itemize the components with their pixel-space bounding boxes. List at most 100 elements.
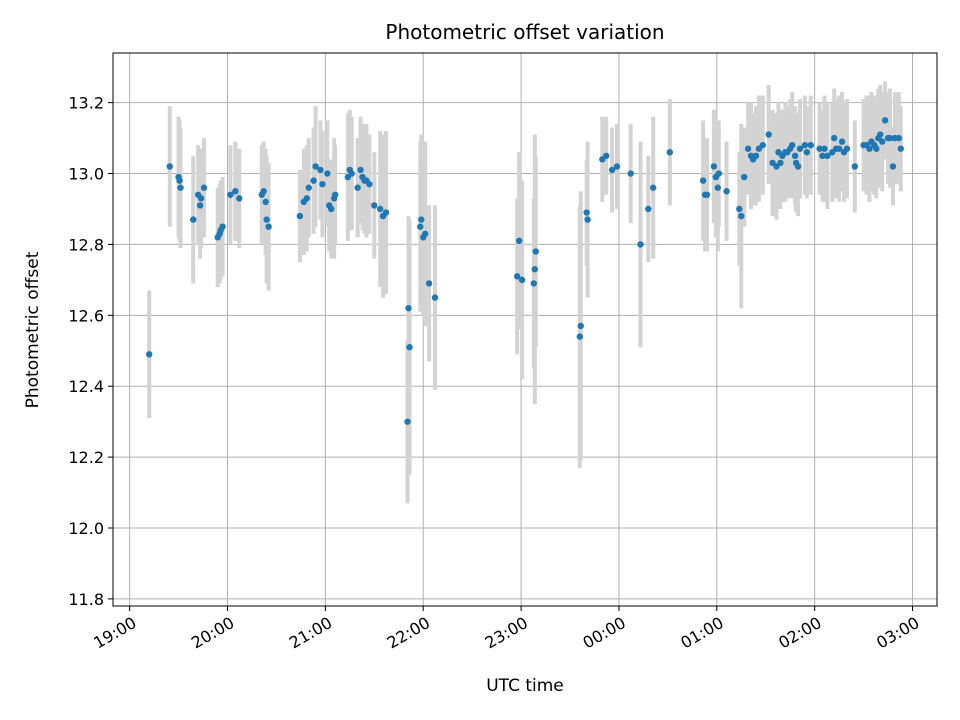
data-point — [881, 117, 889, 124]
data-point — [196, 202, 204, 209]
data-point — [584, 216, 591, 223]
data-point — [515, 237, 523, 245]
data-point — [357, 166, 364, 174]
data-point — [777, 159, 784, 167]
data-point — [637, 241, 644, 248]
data-point — [262, 198, 269, 206]
data-point — [324, 170, 331, 177]
data-point — [794, 163, 802, 170]
data-point — [376, 205, 384, 213]
data-point — [146, 351, 153, 358]
data-point — [227, 191, 234, 198]
data-point — [608, 166, 616, 174]
data-point — [371, 202, 378, 209]
data-point — [425, 280, 433, 287]
data-point — [723, 188, 730, 195]
data-point — [843, 145, 851, 152]
data-point — [405, 305, 412, 312]
data-point — [714, 184, 721, 191]
data-point — [765, 131, 772, 138]
y-axis: 11.8 12.0 12.2 12.4 12.6 12.8 13.0 13.2 — [68, 94, 113, 609]
data-point — [886, 134, 894, 142]
data-point — [176, 177, 183, 184]
data-point — [835, 145, 843, 152]
data-point — [532, 248, 539, 255]
data-point — [348, 170, 355, 177]
data-point — [788, 141, 796, 149]
data-point — [715, 170, 722, 177]
data-point — [197, 195, 205, 202]
data-point — [328, 205, 335, 213]
data-point — [736, 205, 743, 213]
data-point — [710, 163, 718, 170]
data-point — [354, 184, 361, 191]
data-point — [417, 223, 424, 230]
data-point — [666, 149, 674, 156]
data-point — [219, 223, 226, 230]
data-point — [296, 212, 304, 220]
data-point — [627, 170, 634, 177]
data-point — [831, 134, 838, 142]
data-point — [807, 141, 814, 149]
data-point — [801, 141, 809, 149]
data-point — [310, 177, 317, 184]
data-point — [518, 276, 526, 284]
data-point — [404, 418, 411, 425]
data-point — [759, 141, 767, 149]
data-point — [431, 294, 439, 301]
data-point — [265, 223, 272, 230]
data-point — [312, 163, 319, 170]
data-point — [366, 180, 373, 188]
data-point — [331, 191, 339, 198]
data-point — [576, 333, 584, 340]
data-point — [613, 163, 621, 170]
y-tick-label: 13.0 — [68, 165, 104, 184]
data-point — [190, 216, 197, 223]
plot-area-frame — [112, 52, 938, 607]
data-point — [791, 152, 799, 160]
data-point — [796, 145, 804, 152]
data-point — [878, 138, 886, 145]
data-point — [263, 216, 270, 223]
data-point — [260, 188, 267, 195]
y-tick-label: 12.6 — [68, 306, 104, 325]
y-tick-label: 11.8 — [68, 590, 104, 609]
y-tick-label: 13.2 — [68, 94, 104, 113]
data-point — [821, 145, 828, 152]
data-point — [819, 152, 826, 160]
data-point — [577, 322, 584, 330]
data-point — [699, 177, 707, 184]
data-point — [531, 266, 538, 273]
data-point — [744, 145, 752, 152]
data-point — [738, 212, 745, 220]
data-point — [877, 131, 884, 138]
data-point — [421, 230, 429, 237]
data-point — [382, 209, 390, 216]
data-point — [166, 163, 173, 170]
chart-title: Photometric offset variation — [385, 20, 664, 44]
data-point — [741, 173, 748, 181]
data-point — [851, 163, 858, 170]
data-point — [530, 280, 538, 287]
x-axis-title: UTC time — [486, 676, 564, 696]
data-point — [838, 138, 846, 145]
data-point — [703, 191, 711, 198]
data-point — [889, 163, 897, 170]
data-point — [305, 184, 312, 191]
data-point — [752, 152, 760, 160]
data-point — [418, 216, 425, 223]
data-point — [895, 134, 903, 142]
y-tick-label: 12.4 — [68, 377, 104, 396]
data-point — [816, 145, 823, 152]
data-point — [406, 344, 413, 351]
y-tick-label: 12.2 — [68, 448, 104, 467]
data-point — [649, 184, 657, 191]
data-point — [303, 195, 310, 202]
data-point — [583, 209, 590, 216]
data-point — [200, 184, 208, 191]
data-point — [866, 145, 873, 152]
data-point — [897, 145, 904, 152]
data-point — [803, 149, 811, 156]
